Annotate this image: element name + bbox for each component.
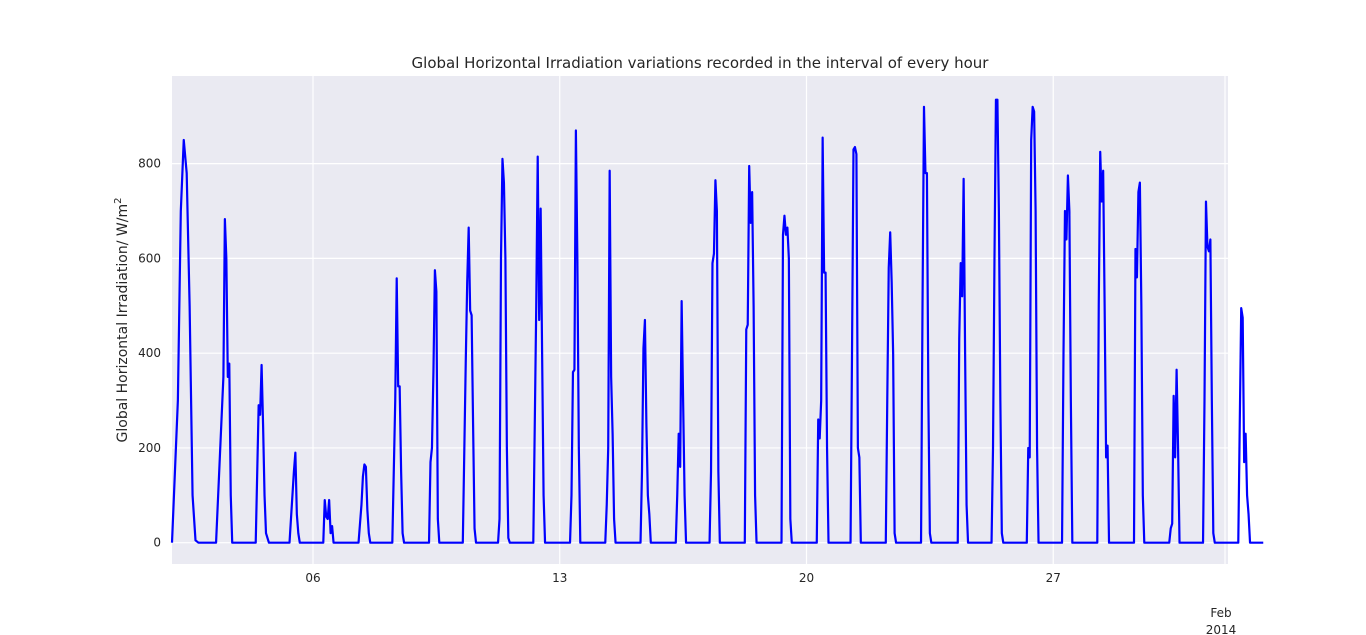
y-axis-label-superscript: 2 <box>113 198 124 204</box>
y-tick-label: 400 <box>138 346 161 360</box>
y-tick-label: 800 <box>138 157 161 171</box>
y-tick-label: 600 <box>138 251 161 265</box>
x-tick-label: Feb <box>1210 606 1231 620</box>
x-tick-label: 13 <box>552 571 567 585</box>
chart-title: Global Horizontal Irradiation variations… <box>412 54 990 72</box>
y-tick-label: 0 <box>153 536 161 550</box>
x-tick-label: 20 <box>799 571 814 585</box>
x-tick-label: 06 <box>305 571 320 585</box>
y-axis-label: Global Horizontal Irradiation/ W/m2 <box>113 198 131 443</box>
y-axis-label-main: Global Horizontal Irradiation/ W/m <box>115 204 131 443</box>
x-offset-label: 2014 <box>1206 623 1237 635</box>
plot-background <box>172 76 1228 564</box>
x-tick-labels: 06 13 20 27 Feb <box>305 571 1231 620</box>
y-tick-label: 200 <box>138 441 161 455</box>
series-line <box>170 98 1264 544</box>
y-tick-labels: 0 200 400 600 800 <box>138 157 161 550</box>
x-tick-label: 27 <box>1046 571 1061 585</box>
